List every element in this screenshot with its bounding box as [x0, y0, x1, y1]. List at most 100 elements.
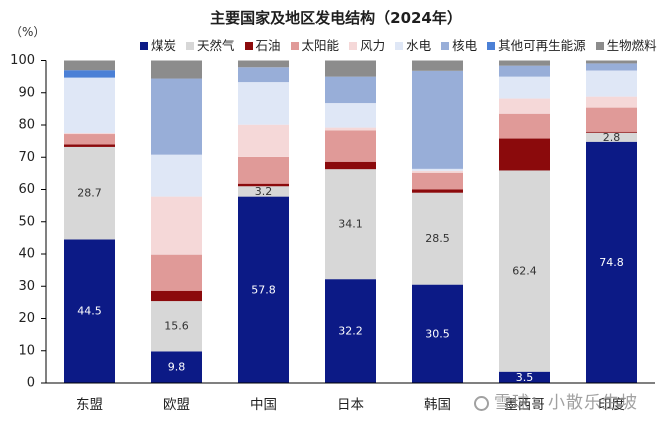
y-tick-label-4: 40: [18, 247, 35, 262]
legend-item: 煤炭: [140, 38, 176, 54]
data-label-c6-s1: 2.8: [603, 131, 621, 144]
bar-segment-c0-s5: [64, 77, 115, 134]
bar-segment-c1-s0: [151, 351, 202, 383]
bars: [64, 60, 637, 383]
legend-swatch: [244, 42, 253, 50]
bar-segment-c1-s4: [151, 196, 202, 255]
bar-segment-c4-s2: [412, 189, 463, 193]
bar-segment-c2-s1: [238, 186, 289, 197]
bar-segment-c0-s1: [64, 146, 115, 240]
bar-segment-c3-s1: [325, 169, 376, 280]
category-labels: 东盟 欧盟 中国 日本 韩国 墨西哥 印度: [76, 397, 625, 413]
legend-swatch: [186, 42, 195, 50]
bar-segment-c6-s8: [586, 60, 637, 64]
y-tick-label-3: 30: [18, 279, 35, 294]
legend-swatch: [290, 42, 299, 50]
category-label-0: 东盟: [76, 397, 103, 413]
legend-label: 核电: [452, 38, 478, 53]
data-label-c4-s0: 30.5: [425, 327, 450, 340]
chart-title: 主要国家及地区发电结构（2024年）: [210, 9, 462, 27]
data-label-c5-s0: 3.5: [516, 371, 534, 384]
legend-item: 石油: [244, 38, 281, 54]
legend-swatch: [487, 42, 496, 50]
bar-segment-c5-s5: [499, 76, 550, 99]
legend-label: 煤炭: [151, 38, 177, 53]
data-label-c1-s1: 15.6: [164, 320, 189, 333]
y-tick-label-2: 20: [18, 311, 35, 326]
legend-swatch: [140, 42, 148, 50]
bar-segment-c1-s1: [151, 301, 202, 352]
bar-segment-c2-s3: [238, 156, 289, 184]
legend-swatch: [395, 42, 404, 50]
legend-item: 生物燃料: [595, 38, 657, 54]
category-label-5: 墨西哥: [504, 397, 545, 413]
bar-segment-c3-s8: [325, 60, 376, 77]
legend-item: 天然气: [186, 38, 235, 54]
data-label-c5-s1: 62.4: [512, 265, 537, 278]
data-label-c1-s0: 9.8: [168, 361, 186, 374]
bar-segment-c5-s2: [499, 138, 550, 171]
bar-segment-c3-s2: [325, 161, 376, 170]
data-label-c6-s0: 74.8: [599, 256, 624, 269]
legend-item: 风力: [349, 38, 385, 54]
bar-segment-c5-s4: [499, 98, 550, 114]
bar-segment-c2-s0: [238, 196, 289, 383]
bar-segment-c6-s5: [586, 70, 637, 97]
bar-segment-c5-s8: [499, 60, 550, 66]
bar-segment-c6-s4: [586, 96, 637, 108]
bar-segment-c6-s6: [586, 63, 637, 71]
snowball-logo-icon: [474, 395, 489, 411]
legend-item: 太阳能: [290, 38, 339, 54]
bar-segment-c6-s0: [586, 141, 637, 383]
bar-segment-c0-s8: [64, 60, 115, 71]
data-label-c2-s0: 57.8: [251, 283, 276, 296]
legend: 煤炭 天然气 石油 太阳能 风力 水电 核电 其他可再生能源 生物燃料: [140, 38, 657, 54]
bar-segment-c2-s6: [238, 67, 289, 83]
bar-segment-c4-s5: [412, 168, 463, 171]
legend-swatch: [349, 42, 358, 50]
bar-segment-c6-s3: [586, 107, 637, 132]
bar-segment-c5-s1: [499, 170, 550, 372]
data-label-c3-s1: 34.1: [338, 218, 363, 231]
bar-segment-c3-s5: [325, 103, 376, 128]
bar-segment-c4-s6: [412, 70, 463, 169]
legend-swatch: [441, 42, 450, 50]
legend-item: 其他可再生能源: [487, 38, 586, 54]
y-tick-label-8: 80: [18, 118, 35, 133]
bar-segment-c0-s0: [64, 239, 115, 383]
bar-segment-c2-s5: [238, 82, 289, 125]
legend-label: 生物燃料: [606, 38, 657, 53]
bar-segment-c3-s0: [325, 279, 376, 383]
category-label-2: 中国: [250, 397, 277, 413]
legend-label: 石油: [255, 38, 281, 53]
bar-segment-c4-s0: [412, 284, 463, 383]
y-tick-label-0: 0: [27, 376, 35, 391]
category-label-3: 日本: [337, 397, 364, 413]
data-label-c2-s1: 3.2: [255, 185, 273, 198]
bar-segment-c6-s2: [586, 131, 637, 133]
bar-segment-c6-s1: [586, 132, 637, 142]
data-label-c0-s0: 44.5: [77, 305, 102, 318]
y-tick-labels: 0 10 20 30 40 50 60 70 80 90 100: [10, 53, 35, 391]
legend-label: 风力: [360, 38, 386, 53]
bar-segment-c4-s3: [412, 172, 463, 190]
bar-segment-c1-s3: [151, 254, 202, 291]
bar-segment-c5-s6: [499, 65, 550, 77]
legend-item: 核电: [441, 38, 477, 54]
category-label-4: 韩国: [424, 397, 451, 413]
bar-segment-c4-s8: [412, 60, 463, 71]
bar-segment-c0-s4: [64, 133, 115, 135]
bar-segment-c5-s3: [499, 113, 550, 139]
bar-segment-c3-s6: [325, 76, 376, 104]
data-label-c4-s1: 28.5: [425, 232, 450, 245]
data-label-c0-s1: 28.7: [77, 187, 102, 200]
y-tick-label-9: 90: [18, 85, 35, 100]
bar-segment-c0-s3: [64, 134, 115, 145]
category-label-6: 印度: [598, 397, 625, 413]
bar-segment-c5-s0: [499, 371, 550, 383]
bar-segment-c1-s2: [151, 290, 202, 302]
bar-segment-c2-s2: [238, 183, 289, 187]
y-tick-label-7: 70: [18, 150, 35, 165]
watermark: 雪球：小散乐生坡: [474, 392, 638, 414]
